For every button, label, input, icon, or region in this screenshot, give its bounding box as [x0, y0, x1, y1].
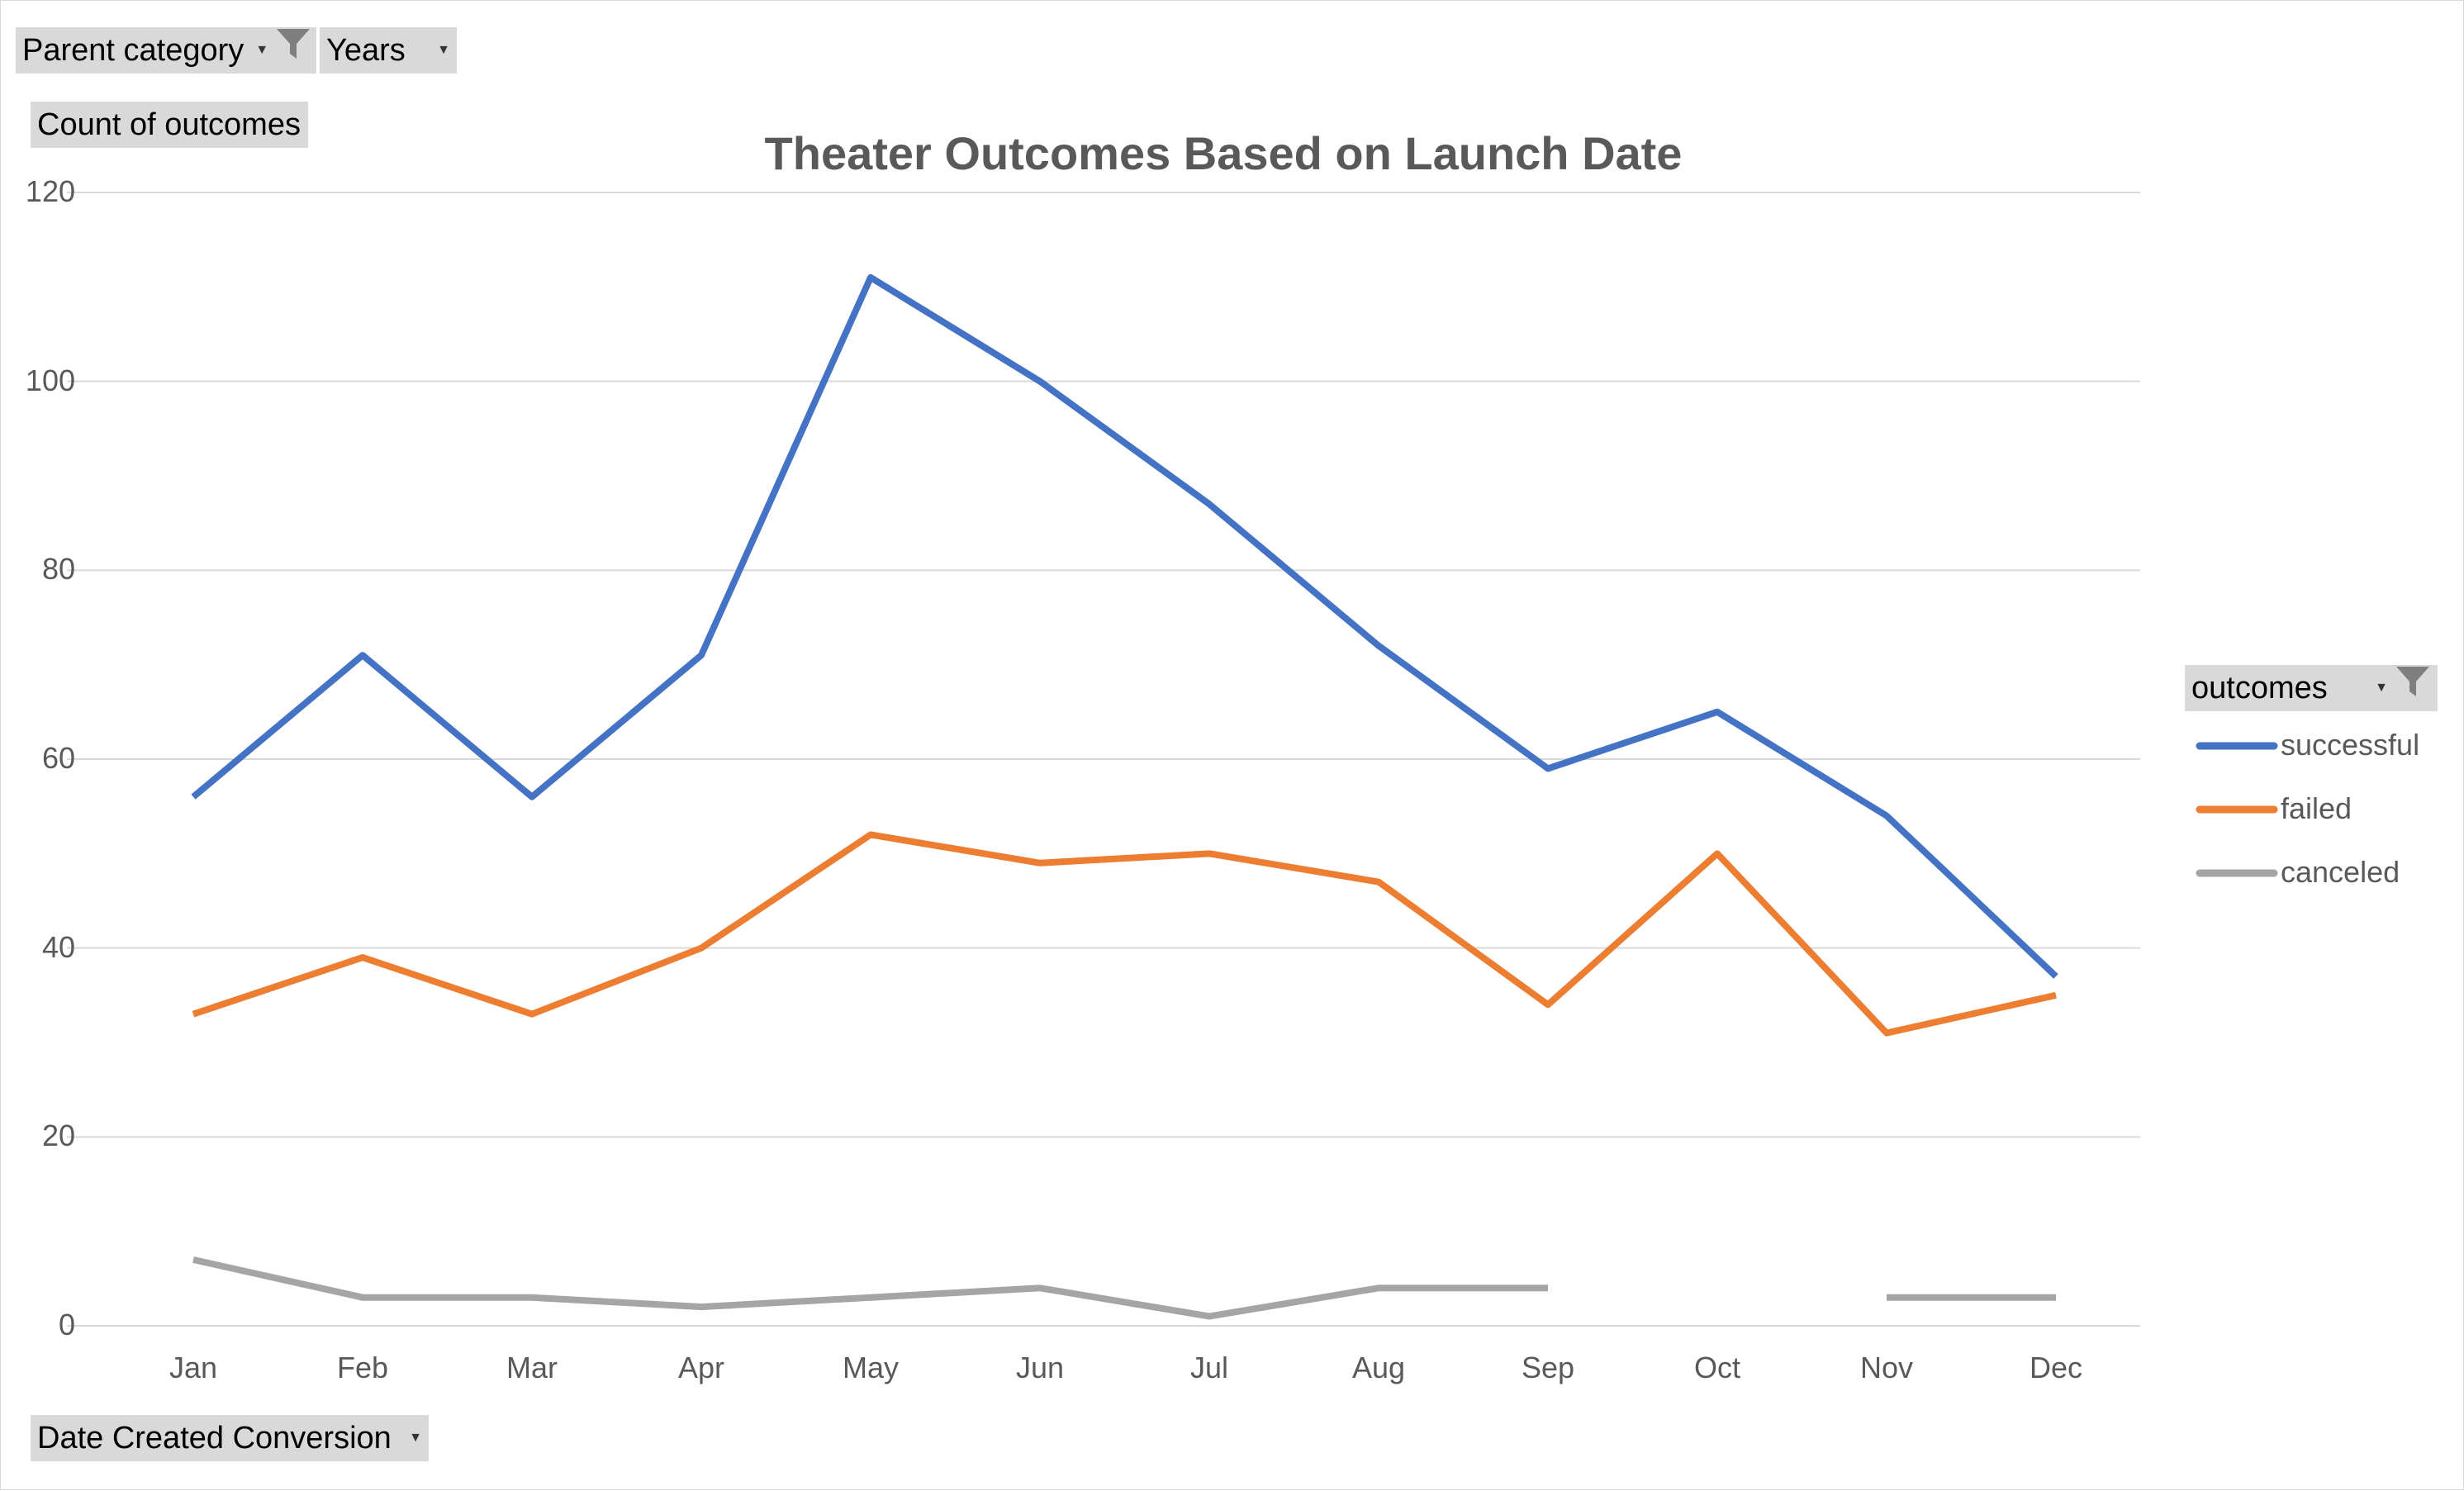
- series-line-failed: [192, 831, 2057, 1037]
- y-tick-label: 100: [25, 363, 75, 397]
- y-tick-label: 40: [41, 929, 75, 964]
- series-line-successful: [191, 273, 2058, 979]
- series-failed: [192, 831, 2057, 1037]
- years-label: Years: [326, 33, 406, 68]
- x-tick-label: Mar: [506, 1351, 558, 1384]
- y-tick-label: 120: [25, 174, 75, 208]
- parent-category-label: Parent category: [22, 33, 245, 68]
- count-of-outcomes-field-button[interactable]: Count of outcomes: [31, 102, 308, 148]
- x-tick-label: Sep: [1521, 1351, 1575, 1384]
- y-tick-label: 20: [41, 1118, 75, 1153]
- series-successful: [191, 273, 2058, 979]
- x-tick-label: Jul: [1189, 1351, 1229, 1384]
- series-canceled: [192, 1256, 2056, 1320]
- x-tick-label: Jun: [1015, 1351, 1065, 1384]
- count-of-outcomes-label: Count of outcomes: [37, 107, 301, 142]
- y-tick-label: 0: [58, 1308, 75, 1341]
- years-filter-button[interactable]: Years ▼: [320, 27, 457, 74]
- series-line-canceled: [192, 1256, 1548, 1320]
- filter-funnel-icon: [275, 27, 311, 74]
- outcomes-legend-filter-button[interactable]: outcomes ▼: [2185, 665, 2438, 711]
- legend-label-successful[interactable]: successful: [2281, 728, 2420, 762]
- date-created-conversion-field-button[interactable]: Date Created Conversion ▼: [31, 1415, 429, 1461]
- x-tick-label: Feb: [336, 1351, 389, 1384]
- x-tick-label: Dec: [2029, 1351, 2083, 1384]
- dropdown-arrow-icon: ▼: [255, 43, 269, 57]
- outcomes-label: outcomes: [2191, 671, 2328, 705]
- y-tick-label: 60: [41, 741, 75, 775]
- x-tick-label: Oct: [1693, 1351, 1740, 1384]
- filter-funnel-icon: [2395, 665, 2431, 711]
- x-tick-label: Apr: [677, 1351, 725, 1384]
- dropdown-arrow-icon: ▼: [409, 1431, 422, 1445]
- dropdown-arrow-icon: ▼: [437, 43, 450, 57]
- chart-title: Theater Outcomes Based on Launch Date: [764, 127, 1683, 179]
- x-tick-label: May: [842, 1351, 899, 1384]
- x-tick-label: Jan: [169, 1351, 218, 1384]
- x-tick-label: Nov: [1859, 1351, 1914, 1384]
- parent-category-filter-button[interactable]: Parent category ▼: [16, 27, 316, 74]
- y-tick-label: 80: [41, 552, 75, 586]
- dropdown-arrow-icon: ▼: [2375, 681, 2388, 695]
- legend-label-failed[interactable]: failed: [2281, 791, 2352, 825]
- x-tick-label: Aug: [1351, 1351, 1406, 1384]
- date-created-conversion-label: Date Created Conversion: [37, 1421, 392, 1455]
- legend-label-canceled[interactable]: canceled: [2281, 855, 2400, 889]
